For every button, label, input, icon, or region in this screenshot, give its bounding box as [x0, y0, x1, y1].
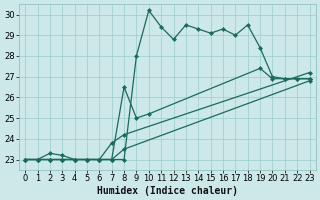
- X-axis label: Humidex (Indice chaleur): Humidex (Indice chaleur): [97, 186, 238, 196]
